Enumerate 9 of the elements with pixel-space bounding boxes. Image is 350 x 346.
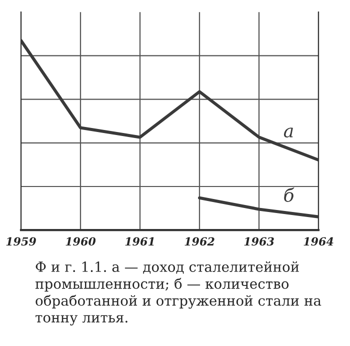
series-label: б — [284, 188, 294, 202]
x-tick-label: 1964 — [304, 237, 334, 246]
series-label: а — [284, 128, 293, 138]
x-tick-label: 1963 — [244, 237, 274, 246]
x-tick-label: 1960 — [66, 237, 96, 246]
x-tick-label: 1961 — [125, 237, 154, 246]
text: Ф и г. 1.1. а — доход сталелитейной промышленности; б — количество обработанной и отгруженной стали на тонну литья. — [35, 261, 322, 326]
x-tick-label: 1962 — [184, 237, 214, 246]
x-tick-label: 1959 — [6, 237, 36, 246]
